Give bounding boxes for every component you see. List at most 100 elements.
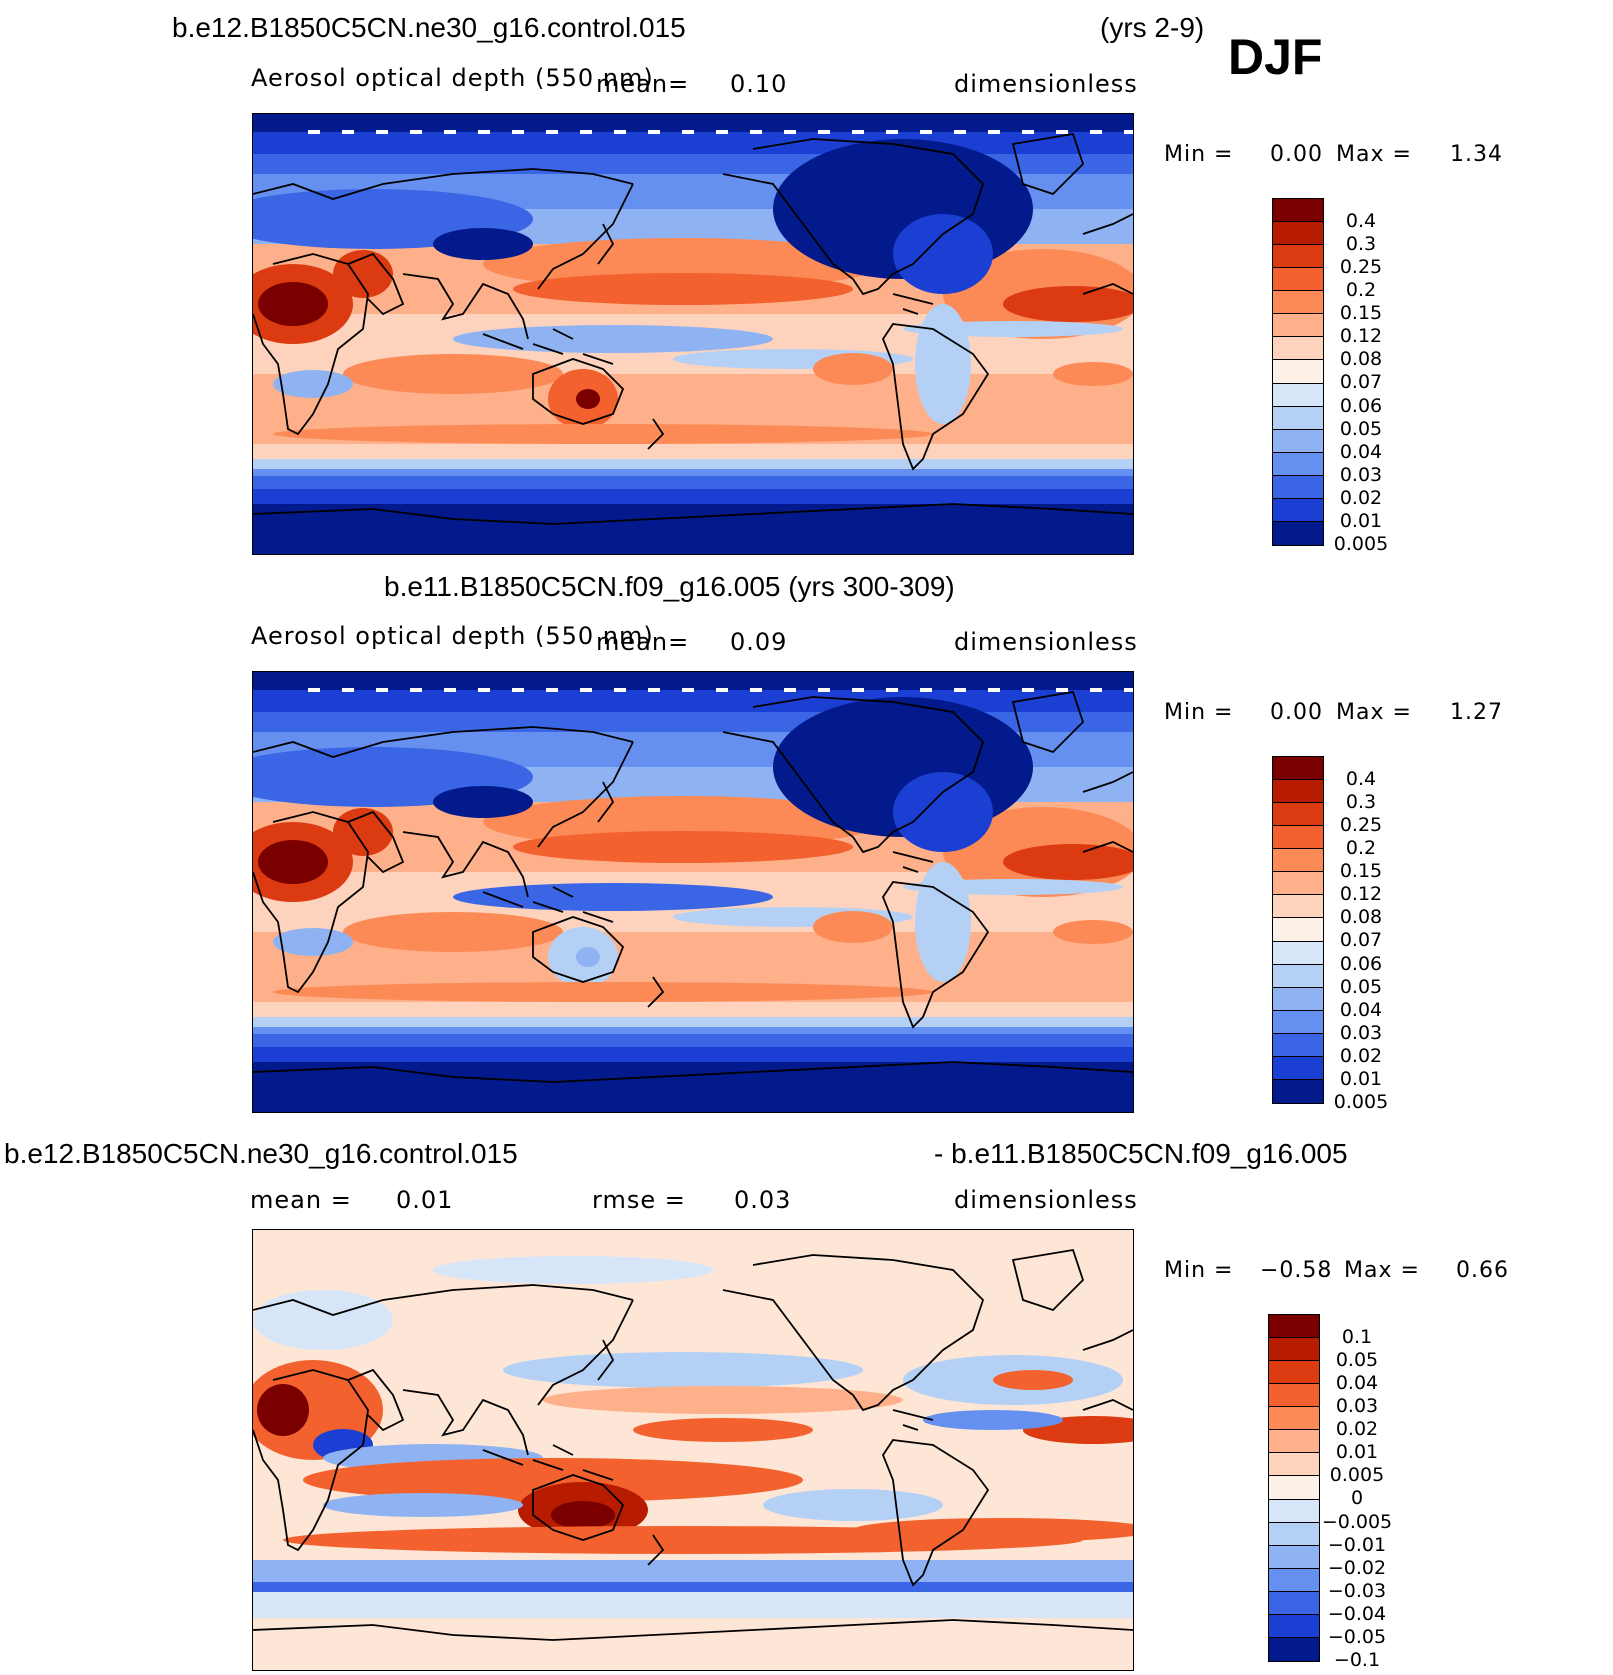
- missing-data-cell: [682, 130, 694, 134]
- colorbar-tick-label: 0.04: [1339, 440, 1383, 463]
- panel2-mean-value: 0.09: [730, 628, 788, 656]
- contour-region: [433, 786, 533, 818]
- contour-region: [763, 1489, 943, 1521]
- contour-region: [273, 928, 353, 956]
- contour-band: [253, 444, 1133, 459]
- missing-data-cell: [342, 688, 354, 692]
- coastline: [532, 916, 625, 983]
- colorbar-tick-label: 0.03: [1335, 1395, 1379, 1418]
- missing-data-cell: [954, 688, 966, 692]
- panel3-mean-value: 0.01: [396, 1186, 454, 1214]
- colorbar-swatch: [1273, 1033, 1323, 1057]
- coastline: [1082, 771, 1133, 853]
- missing-data-cell: [648, 688, 660, 692]
- panel1-colorbar: [1272, 198, 1324, 546]
- coastline: [253, 503, 1133, 525]
- contour-region: [333, 808, 393, 856]
- missing-data-cell: [1124, 130, 1133, 134]
- contour-region: [893, 772, 993, 852]
- contour-region: [915, 862, 971, 982]
- contour-region: [273, 982, 933, 1002]
- panel3-min-value: −0.58: [1260, 1258, 1333, 1283]
- missing-data-cell: [1090, 688, 1102, 692]
- colorbar-tick-label: 0.15: [1339, 860, 1383, 883]
- missing-data-cell: [852, 688, 864, 692]
- contour-region: [1003, 844, 1133, 880]
- contour-region: [1053, 362, 1133, 386]
- panel2-units: dimensionless: [954, 628, 1138, 656]
- coastline: [1011, 690, 1085, 754]
- missing-data-cell: [1056, 130, 1068, 134]
- missing-data-cell: [784, 688, 796, 692]
- colorbar-tick-label: −0.03: [1327, 1579, 1387, 1602]
- coastline: [253, 1619, 1133, 1641]
- map-svg: [253, 1230, 1133, 1670]
- missing-data-cell: [308, 688, 320, 692]
- colorbar-tick-label: 0.3: [1345, 791, 1377, 814]
- coastline: [253, 1284, 634, 1316]
- panel1-mean-label: mean=: [596, 70, 690, 98]
- panel3-max-value: 0.66: [1456, 1258, 1509, 1283]
- colorbar-tick-label: 0.3: [1345, 233, 1377, 256]
- missing-data-cell: [1022, 130, 1034, 134]
- missing-data-cell: [818, 130, 830, 134]
- coastline: [537, 183, 634, 290]
- colorbar-swatch: [1273, 826, 1323, 850]
- contour-band: [253, 1062, 1133, 1112]
- missing-data-cell: [682, 688, 694, 692]
- coastline: [892, 293, 934, 315]
- panel3-rmse-value: 0.03: [734, 1186, 792, 1214]
- contour-region: [343, 354, 563, 394]
- panel1-units: dimensionless: [954, 70, 1138, 98]
- contour-band: [253, 469, 1133, 476]
- contour-region: [303, 1458, 803, 1502]
- missing-data-cell: [750, 688, 762, 692]
- contour-region: [433, 1256, 713, 1284]
- colorbar-swatch: [1269, 1384, 1319, 1408]
- panel3-mean-label: mean =: [250, 1186, 352, 1214]
- colorbar-swatch: [1269, 1637, 1319, 1661]
- map-svg: [253, 672, 1133, 1112]
- panel1-max-value: 1.34: [1450, 142, 1503, 167]
- contour-region: [633, 1418, 813, 1442]
- contour-region: [1003, 286, 1133, 322]
- panel3-title-right: - b.e11.B1850C5CN.f09_g16.005: [934, 1138, 1348, 1169]
- colorbar-swatch: [1273, 199, 1323, 223]
- coastline: [402, 273, 529, 340]
- colorbar-tick-label: 0.01: [1335, 1441, 1379, 1464]
- colorbar-swatch: [1269, 1545, 1319, 1569]
- colorbar-swatch: [1273, 757, 1323, 781]
- contour-region: [258, 282, 328, 326]
- colorbar-swatch: [1273, 406, 1323, 430]
- missing-data-cell: [886, 130, 898, 134]
- panel3-min-label: Min =: [1164, 1258, 1234, 1283]
- missing-data-cell: [1022, 688, 1034, 692]
- panel3-units: dimensionless: [954, 1186, 1138, 1214]
- colorbar-swatch: [1273, 452, 1323, 476]
- missing-data-cell: [750, 130, 762, 134]
- panel3-map: [252, 1229, 1134, 1671]
- colorbar-swatch: [1273, 1079, 1323, 1103]
- missing-data-cell: [818, 688, 830, 692]
- panel2-variable: Aerosol optical depth (550 nm): [251, 622, 654, 650]
- contour-region: [576, 389, 600, 409]
- colorbar-tick-label: 0.25: [1339, 814, 1383, 837]
- coastline: [1011, 1248, 1085, 1312]
- coastline: [647, 418, 665, 450]
- coastline: [597, 1339, 615, 1381]
- colorbar-swatch: [1273, 918, 1323, 942]
- panel2-map: [252, 671, 1134, 1113]
- panel2-min-value: 0.00: [1270, 700, 1323, 725]
- colorbar-tick-label: −0.01: [1327, 1533, 1387, 1556]
- colorbar-tick-label: 0.05: [1339, 417, 1383, 440]
- colorbar-tick-label: 0.02: [1335, 1418, 1379, 1441]
- coastline: [537, 1299, 634, 1406]
- colorbar-swatch: [1269, 1361, 1319, 1385]
- contour-band: [253, 1017, 1133, 1027]
- contour-region: [333, 250, 393, 298]
- coastline: [647, 1534, 665, 1566]
- coastline: [752, 138, 985, 296]
- contour-region: [923, 1410, 1063, 1430]
- coastline: [532, 358, 625, 425]
- colorbar-tick-label: 0.12: [1339, 883, 1383, 906]
